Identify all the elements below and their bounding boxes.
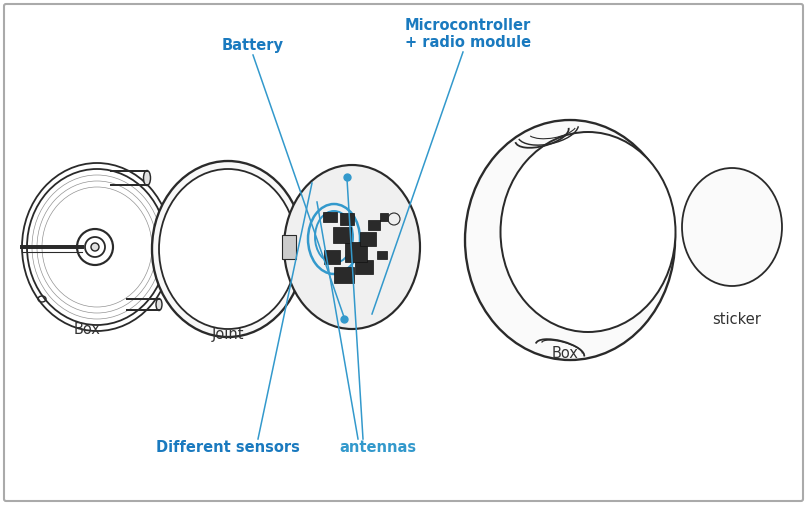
Bar	[340, 213, 354, 225]
Text: Different sensors: Different sensors	[156, 439, 300, 455]
Circle shape	[91, 243, 99, 251]
Text: antennas: antennas	[340, 439, 416, 455]
Bar	[368, 220, 380, 230]
FancyBboxPatch shape	[4, 4, 803, 501]
Text: Box: Box	[551, 345, 579, 361]
Ellipse shape	[159, 169, 297, 329]
Ellipse shape	[144, 171, 150, 185]
Bar	[360, 232, 376, 246]
Ellipse shape	[500, 132, 675, 332]
Ellipse shape	[152, 161, 304, 337]
Text: Joint: Joint	[211, 328, 245, 342]
Text: Microcontroller
+ radio module: Microcontroller + radio module	[405, 18, 531, 50]
Bar	[334, 267, 354, 283]
Bar	[377, 251, 387, 259]
Text: Box: Box	[73, 323, 100, 337]
Bar	[355, 260, 373, 274]
Text: sticker: sticker	[713, 313, 762, 328]
Bar	[333, 227, 351, 243]
Bar	[323, 212, 337, 222]
Ellipse shape	[465, 120, 675, 360]
Ellipse shape	[284, 165, 420, 329]
Bar	[324, 250, 340, 264]
Ellipse shape	[682, 168, 782, 286]
Bar	[282, 235, 296, 259]
Text: Battery: Battery	[222, 38, 284, 53]
Bar	[345, 242, 367, 262]
Ellipse shape	[156, 298, 162, 311]
Bar	[380, 213, 388, 221]
